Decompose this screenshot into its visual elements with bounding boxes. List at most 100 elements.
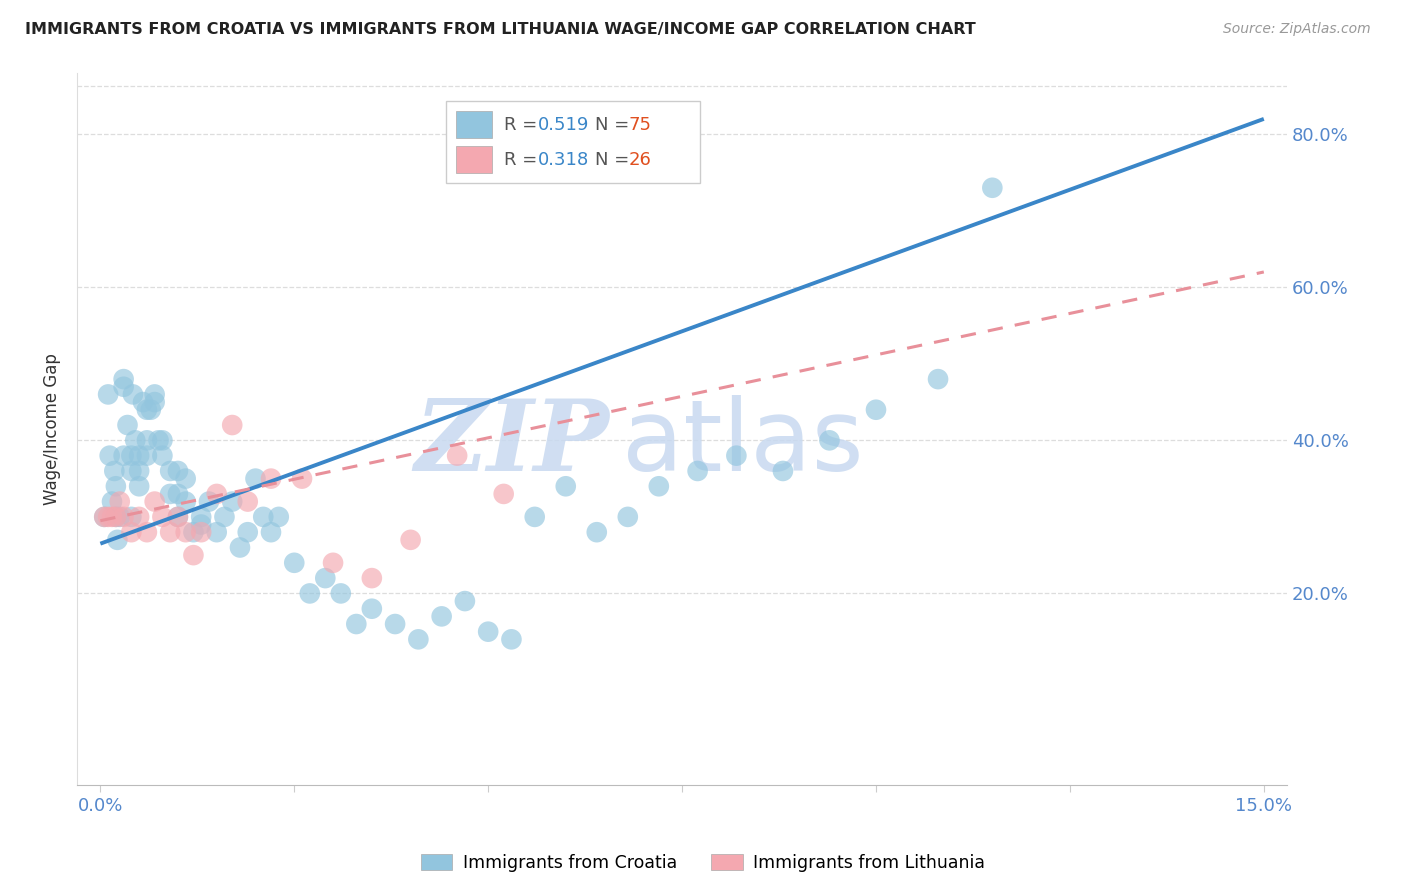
Point — [135, 402, 157, 417]
Text: 26: 26 — [628, 151, 652, 169]
Point — [360, 601, 382, 615]
Point — [112, 372, 135, 386]
Point — [108, 509, 131, 524]
Point — [329, 586, 352, 600]
Point — [120, 449, 142, 463]
Point — [97, 387, 120, 401]
Text: R =: R = — [505, 151, 543, 169]
Point — [103, 464, 125, 478]
Point — [167, 509, 190, 524]
Text: 0.318: 0.318 — [538, 151, 589, 169]
Y-axis label: Wage/Income Gap: Wage/Income Gap — [44, 353, 60, 505]
Point — [104, 479, 127, 493]
Text: 0.519: 0.519 — [538, 116, 589, 134]
Point — [501, 632, 523, 647]
Point — [190, 517, 212, 532]
Text: N =: N = — [595, 116, 636, 134]
Point — [617, 509, 640, 524]
Point — [183, 548, 205, 562]
Point — [112, 509, 135, 524]
Point — [167, 464, 190, 478]
Point — [174, 494, 197, 508]
Point — [360, 571, 382, 585]
Point — [120, 464, 142, 478]
Point — [120, 509, 142, 524]
Point — [167, 509, 190, 524]
Point — [143, 387, 166, 401]
Point — [981, 181, 1004, 195]
Point — [107, 533, 129, 547]
Point — [139, 402, 162, 417]
Point — [585, 525, 607, 540]
Point — [205, 525, 228, 540]
Point — [221, 494, 243, 508]
Point — [104, 509, 127, 524]
Point — [554, 479, 576, 493]
Point — [93, 509, 115, 524]
Point — [772, 464, 794, 478]
Point — [143, 494, 166, 508]
Text: IMMIGRANTS FROM CROATIA VS IMMIGRANTS FROM LITHUANIA WAGE/INCOME GAP CORRELATION: IMMIGRANTS FROM CROATIA VS IMMIGRANTS FR… — [25, 22, 976, 37]
Point — [865, 402, 887, 417]
Point — [190, 525, 212, 540]
Point — [159, 464, 181, 478]
Point — [260, 525, 283, 540]
Point — [159, 525, 181, 540]
Point — [101, 509, 124, 524]
Point — [190, 509, 212, 524]
FancyBboxPatch shape — [456, 145, 492, 173]
Point — [98, 449, 121, 463]
Text: R =: R = — [505, 116, 543, 134]
Point — [183, 525, 205, 540]
Point — [686, 464, 709, 478]
Point — [128, 479, 150, 493]
Point — [260, 472, 283, 486]
Point — [446, 449, 468, 463]
Text: Source: ZipAtlas.com: Source: ZipAtlas.com — [1223, 22, 1371, 37]
Point — [104, 509, 127, 524]
Point — [124, 434, 146, 448]
Point — [135, 525, 157, 540]
Point — [112, 380, 135, 394]
Point — [108, 494, 131, 508]
Point — [122, 387, 145, 401]
Point — [454, 594, 477, 608]
Point — [283, 556, 305, 570]
Point — [725, 449, 748, 463]
Point — [97, 509, 120, 524]
Point — [399, 533, 422, 547]
Point — [93, 509, 115, 524]
Point — [245, 472, 267, 486]
Point — [214, 509, 236, 524]
Text: atlas: atlas — [621, 394, 863, 491]
Point — [167, 487, 190, 501]
Point — [298, 586, 321, 600]
Point — [291, 472, 314, 486]
Text: 75: 75 — [628, 116, 652, 134]
Point — [198, 494, 221, 508]
Point — [477, 624, 499, 639]
Point — [159, 487, 181, 501]
Point — [221, 418, 243, 433]
Point — [267, 509, 290, 524]
Point — [143, 395, 166, 409]
Point — [322, 556, 344, 570]
Point — [344, 617, 367, 632]
Point — [128, 509, 150, 524]
Point — [101, 494, 124, 508]
Point — [135, 434, 157, 448]
Text: ZIP: ZIP — [415, 395, 609, 491]
Point — [236, 494, 259, 508]
Point — [152, 449, 174, 463]
Point — [648, 479, 671, 493]
Point — [927, 372, 949, 386]
Point — [205, 487, 228, 501]
Text: N =: N = — [595, 151, 636, 169]
Point — [152, 434, 174, 448]
Point — [174, 525, 197, 540]
Point — [408, 632, 430, 647]
Point — [128, 464, 150, 478]
Point — [135, 449, 157, 463]
Point — [523, 509, 546, 524]
Point — [818, 434, 841, 448]
